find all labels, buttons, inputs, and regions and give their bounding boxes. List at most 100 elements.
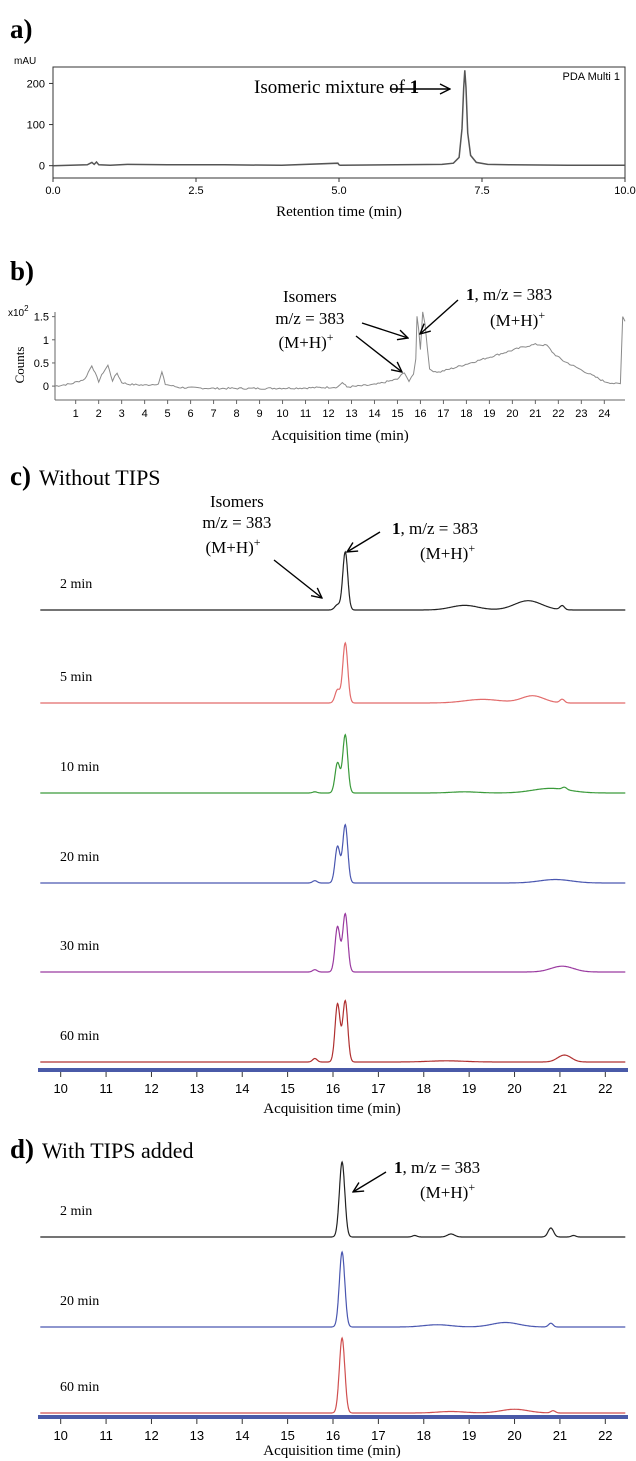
- panel-c-trace-label: 5 min: [60, 670, 92, 685]
- panel-c-arrow-isomers: [273, 559, 322, 598]
- panel-b-x-tick-label: 18: [460, 408, 472, 420]
- panel-c-main-sup: +: [468, 541, 475, 555]
- panel-c-trace-10-min: [40, 733, 626, 794]
- panel-d: d) With TIPS added 1, m/z = 383 (M+H)+ 2 …: [10, 1134, 628, 1459]
- panel-b-annotation-main-2: (M+H)+: [490, 308, 545, 330]
- panel-b-ylabel: Counts: [12, 347, 27, 384]
- panel-c-heading: Without TIPS: [39, 465, 161, 490]
- panel-b-x-tick-label: 11: [300, 408, 311, 420]
- panel-b-isomers-line2: m/z = 383: [275, 309, 344, 328]
- panel-d-trace-20-min: [40, 1250, 626, 1328]
- panel-c-x-tick-label: 15: [280, 1081, 294, 1096]
- panel-c-x-tick-label: 10: [53, 1081, 67, 1096]
- panel-b-y-tick-label: 0.5: [34, 358, 49, 370]
- panel-a-x-tick-label: 5.0: [331, 185, 346, 197]
- panel-d-trace-label: 60 min: [60, 1380, 99, 1395]
- panel-d-x-tick-label: 16: [326, 1428, 340, 1443]
- panel-b-x-tick-label: 1: [73, 408, 79, 420]
- panel-c-xlabel: Acquisition time (min): [263, 1101, 400, 1117]
- panel-b-main-bold: 1: [466, 285, 475, 304]
- panel-d-main-line2: (M+H): [420, 1183, 468, 1202]
- panel-b-isomers-sup: +: [327, 330, 334, 344]
- panel-d-x-tick-label: 11: [99, 1428, 113, 1443]
- panel-d-annotation-main: 1, m/z = 383: [394, 1158, 480, 1177]
- panel-a-y-tick-label: 100: [27, 120, 45, 132]
- panel-d-x-tick-label: 18: [417, 1428, 431, 1443]
- panel-c-trace-5-min: [40, 641, 626, 704]
- panel-a-letter: a): [10, 14, 33, 44]
- panel-c-x-tick-label: 22: [598, 1081, 612, 1096]
- panel-b-x-tick-label: 19: [483, 408, 495, 420]
- panel-b-y-exponent: x102: [8, 304, 29, 319]
- panel-b-x-tick-label: 9: [256, 408, 262, 420]
- panel-d-x-tick-label: 17: [371, 1428, 385, 1443]
- panel-d-x-tick-label: 21: [553, 1428, 567, 1443]
- panel-d-trace-label: 2 min: [60, 1204, 92, 1219]
- panel-d-x-tick-label: 12: [144, 1428, 158, 1443]
- panel-c-isomers-line1: Isomers: [210, 492, 264, 511]
- panel-c-x-tick-label: 18: [417, 1081, 431, 1096]
- panel-b-annotation-isomers: Isomers m/z = 383 (M+H)+: [275, 287, 348, 352]
- panel-b-x-tick-label: 17: [437, 408, 449, 420]
- panel-d-heading: With TIPS added: [42, 1138, 193, 1163]
- panel-b-x-tick-label: 6: [188, 408, 194, 420]
- panel-b-y-tick-label: 1.5: [34, 312, 49, 324]
- panel-b-isomers-line3: (M+H): [278, 333, 326, 352]
- panel-c-trace-label: 60 min: [60, 1029, 99, 1044]
- panel-b-x-tick-label: 16: [414, 408, 426, 420]
- panel-b-letter: b): [10, 256, 34, 286]
- panel-c-trace-label: 10 min: [60, 760, 99, 775]
- panel-b-x-tick-label: 24: [598, 408, 610, 420]
- panel-c-trace-label: 20 min: [60, 850, 99, 865]
- panel-a-annotation-text: Isomeric mixture of: [254, 77, 410, 98]
- panel-b-y-exponent-power: 2: [24, 304, 29, 313]
- panel-c-title: c) Without TIPS: [10, 461, 161, 491]
- panel-b-trace: [54, 311, 626, 390]
- panel-d-x-tick-label: 22: [598, 1428, 612, 1443]
- panel-c-x-tick-label: 12: [144, 1081, 158, 1096]
- panel-c-trace-30-min: [40, 912, 626, 973]
- panel-c-main-bold: 1: [392, 519, 401, 538]
- panel-d-arrow-main: [353, 1171, 387, 1192]
- panel-c-axis-band: [38, 1068, 628, 1072]
- panel-b-x-tick-label: 2: [96, 408, 102, 420]
- panel-c-x-tick-label: 14: [235, 1081, 249, 1096]
- panel-b-main-line1: , m/z = 383: [475, 285, 553, 304]
- panel-b-annotation-main: 1, m/z = 383: [466, 285, 552, 304]
- panel-b-x-tick-label: 10: [276, 408, 288, 420]
- panel-a-legend: PDA Multi 1: [563, 71, 620, 83]
- panel-b-arrow-main: [420, 299, 459, 334]
- panel-c-annotation-isomers: Isomers m/z = 383 (M+H)+: [202, 492, 275, 557]
- panel-a-x-tick-label: 0.0: [45, 185, 60, 197]
- panel-d-x-tick-label: 10: [53, 1428, 67, 1443]
- panel-d-x-tick-label: 20: [507, 1428, 521, 1443]
- panel-b-x-tick-label: 15: [391, 408, 403, 420]
- panel-c-x-tick-label: 13: [190, 1081, 204, 1096]
- panel-b-x-tick-label: 21: [529, 408, 541, 420]
- panel-c-x-tick-label: 16: [326, 1081, 340, 1096]
- panel-c-main-line1: , m/z = 383: [401, 519, 479, 538]
- panel-b-x-tick-label: 5: [165, 408, 171, 420]
- panel-d-title: d) With TIPS added: [10, 1134, 194, 1164]
- panel-d-trace-60-min: [40, 1336, 626, 1414]
- panel-b-x-tick-label: 8: [234, 408, 240, 420]
- panel-d-x-tick-label: 13: [190, 1428, 204, 1443]
- panel-b-x-tick-label: 7: [211, 408, 217, 420]
- panel-d-main-line1: , m/z = 383: [403, 1158, 481, 1177]
- panel-c-isomers-line3: (M+H): [205, 538, 253, 557]
- panel-b-x-tick-label: 13: [345, 408, 357, 420]
- panel-d-x-tick-label: 14: [235, 1428, 249, 1443]
- panel-b-y-tick-label: 1: [43, 335, 49, 347]
- panel-c-x-tick-label: 17: [371, 1081, 385, 1096]
- panel-b-x-tick-label: 20: [506, 408, 518, 420]
- panel-a: a) mAU PDA Multi 1 0.0 2.5 5.0 7.5 10.0 0 100 2…: [10, 14, 636, 220]
- panel-c-trace-2-min: [40, 550, 626, 611]
- panel-b-x-tick-label: 12: [322, 408, 334, 420]
- panel-b-y-exponent-base: x10: [8, 308, 25, 319]
- panel-d-main-sup: +: [468, 1180, 475, 1194]
- panel-c-annotation-main-2: (M+H)+: [420, 541, 475, 563]
- panel-a-trace: [52, 70, 625, 167]
- panel-d-xlabel: Acquisition time (min): [263, 1443, 400, 1459]
- panel-d-trace-2-min: [40, 1160, 626, 1238]
